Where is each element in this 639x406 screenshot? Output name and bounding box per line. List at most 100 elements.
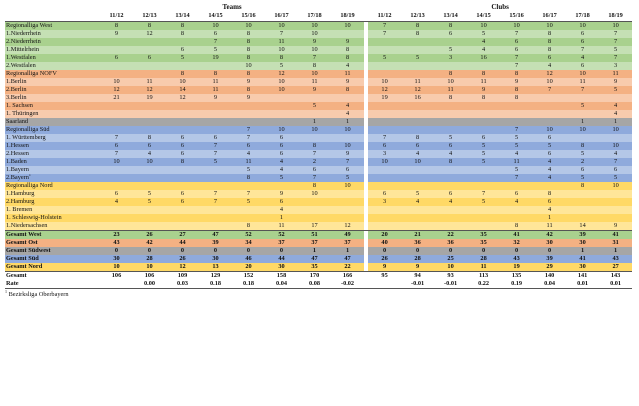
clubs-cell: 4 xyxy=(500,150,534,158)
clubs-cell xyxy=(566,206,600,214)
row-label: 1. Sachsen xyxy=(5,102,100,110)
teams-cell xyxy=(166,110,199,118)
teams-cell: 7 xyxy=(199,150,232,158)
teams-cell xyxy=(232,102,265,110)
teams-cell: 6 xyxy=(166,142,199,150)
teams-cell: 5 xyxy=(232,166,265,174)
clubs-cell: 3 xyxy=(434,54,468,62)
teams-cell: 8 xyxy=(265,54,298,62)
teams-cell: 8 xyxy=(298,62,331,70)
clubs-cell: 6 xyxy=(566,38,600,46)
teams-cell xyxy=(331,134,365,142)
clubs-cell: 8 xyxy=(533,190,567,198)
teams-cell xyxy=(133,46,166,54)
clubs-cell xyxy=(467,118,501,126)
clubs-cell xyxy=(500,214,534,222)
teams-cell: 0.08 xyxy=(298,280,331,289)
teams-cell: 5 xyxy=(133,190,166,198)
teams-cell: 6 xyxy=(232,142,265,150)
row-label-text: 1.Niederrhein xyxy=(6,30,41,37)
clubs-cell: 6 xyxy=(533,54,567,62)
teams-cell: 44 xyxy=(166,239,199,247)
clubs-cell: 5 xyxy=(500,142,534,150)
row-label-text: Gesamt xyxy=(6,271,27,279)
clubs-cell: 39 xyxy=(566,230,600,239)
teams-cell: 7 xyxy=(232,126,265,134)
teams-season-header: 15/16 xyxy=(232,11,265,22)
report-table-container: Teams Clubs 11/12 12/13 13/14 14/15 15/1… xyxy=(5,3,635,298)
teams-cell: 5 xyxy=(133,198,166,206)
teams-cell: 158 xyxy=(265,271,298,280)
total-row: Gesamt Südwest 0 0 0 0 0 0 1 1 0 0 0 0 0 0 1 1 xyxy=(5,247,633,255)
teams-cell xyxy=(232,182,265,190)
clubs-cell: 8 xyxy=(500,70,534,78)
clubs-cell xyxy=(533,182,567,190)
clubs-cell xyxy=(599,198,633,206)
table-row: 1.Hamburg 6 5 6 7 7 9 10 6 5 6 7 6 8 xyxy=(5,190,633,198)
clubs-cell xyxy=(401,126,435,134)
clubs-season-header: 14/15 xyxy=(467,11,501,22)
clubs-cell: 8 xyxy=(467,70,501,78)
clubs-cell: 8 xyxy=(401,134,435,142)
teams-cell: 0 xyxy=(133,247,166,255)
clubs-cell: 9 xyxy=(467,86,501,94)
clubs-cell: 10 xyxy=(434,78,468,86)
teams-cell: 8 xyxy=(199,70,232,78)
teams-cell: 6 xyxy=(265,134,298,142)
clubs-cell: 12 xyxy=(533,70,567,78)
row-label-text: 1. Schleswig-Holstein xyxy=(6,214,62,221)
row-label: 1.Hamburg xyxy=(5,190,100,198)
teams-cell xyxy=(331,198,365,206)
clubs-cell: 4 xyxy=(599,110,633,118)
row-label-text: 2.Niederrhein xyxy=(6,38,41,45)
clubs-cell: 94 xyxy=(401,271,435,280)
teams-cell: 170 xyxy=(298,271,331,280)
clubs-cell xyxy=(368,102,402,110)
row-label: 1. Württemberg xyxy=(5,134,100,142)
clubs-cell: 10 xyxy=(566,70,600,78)
table-body: Teams Clubs 11/12 12/13 13/14 14/15 15/1… xyxy=(5,3,633,289)
clubs-cell: 0 xyxy=(533,247,567,255)
teams-cell: 0 xyxy=(232,247,265,255)
clubs-cell xyxy=(467,182,501,190)
clubs-cell: 5 xyxy=(566,174,600,182)
row-label: 1. Bremen xyxy=(5,206,100,214)
teams-cell: 9 xyxy=(331,38,365,46)
row-label-text: Gesamt West xyxy=(6,230,42,238)
teams-cell: 26 xyxy=(133,230,166,239)
teams-cell: 10 xyxy=(331,182,365,190)
row-label-text: Gesamt Südwest xyxy=(6,247,51,254)
clubs-cell xyxy=(368,214,402,222)
clubs-cell: 7 xyxy=(599,54,633,62)
clubs-cell: 0.19 xyxy=(500,280,534,289)
clubs-cell: 7 xyxy=(500,30,534,38)
table-row: 2.Westfalen 10 5 8 4 7 4 6 3 xyxy=(5,62,633,70)
table-row: Regionalliga Nord 8 10 8 10 xyxy=(5,182,633,190)
teams-cell: 10 xyxy=(199,21,232,30)
teams-cell: 12 xyxy=(100,86,133,94)
clubs-cell: 6 xyxy=(434,142,468,150)
teams-cell: 37 xyxy=(265,239,298,247)
clubs-cell xyxy=(401,174,435,182)
teams-cell: 37 xyxy=(331,239,365,247)
teams-cell xyxy=(166,214,199,222)
teams-cell: 11 xyxy=(199,86,232,94)
clubs-cell xyxy=(467,174,501,182)
clubs-cell: 4 xyxy=(533,174,567,182)
teams-cell: 22 xyxy=(331,263,365,272)
row-label-text: 3.Berlin xyxy=(6,94,27,101)
clubs-cell: 8 xyxy=(566,182,600,190)
total-row: Rate 0.00 0.03 0.18 0.18 0.04 0.08 -0.02 -0.01 -0… xyxy=(5,280,633,289)
clubs-cell: 5 xyxy=(467,150,501,158)
teams-cell: 8 xyxy=(232,30,265,38)
teams-cell: 8 xyxy=(166,30,199,38)
clubs-cell xyxy=(500,118,534,126)
teams-cell: 11 xyxy=(199,78,232,86)
clubs-cell: 7 xyxy=(599,38,633,46)
teams-cell: 6 xyxy=(298,166,331,174)
season-header-row: 11/12 12/13 13/14 14/15 15/16 16/17 17/1… xyxy=(5,11,633,22)
clubs-cell xyxy=(368,110,402,118)
clubs-cell: 10 xyxy=(566,21,600,30)
teams-cell: 9 xyxy=(298,38,331,46)
teams-cell: 5 xyxy=(232,198,265,206)
